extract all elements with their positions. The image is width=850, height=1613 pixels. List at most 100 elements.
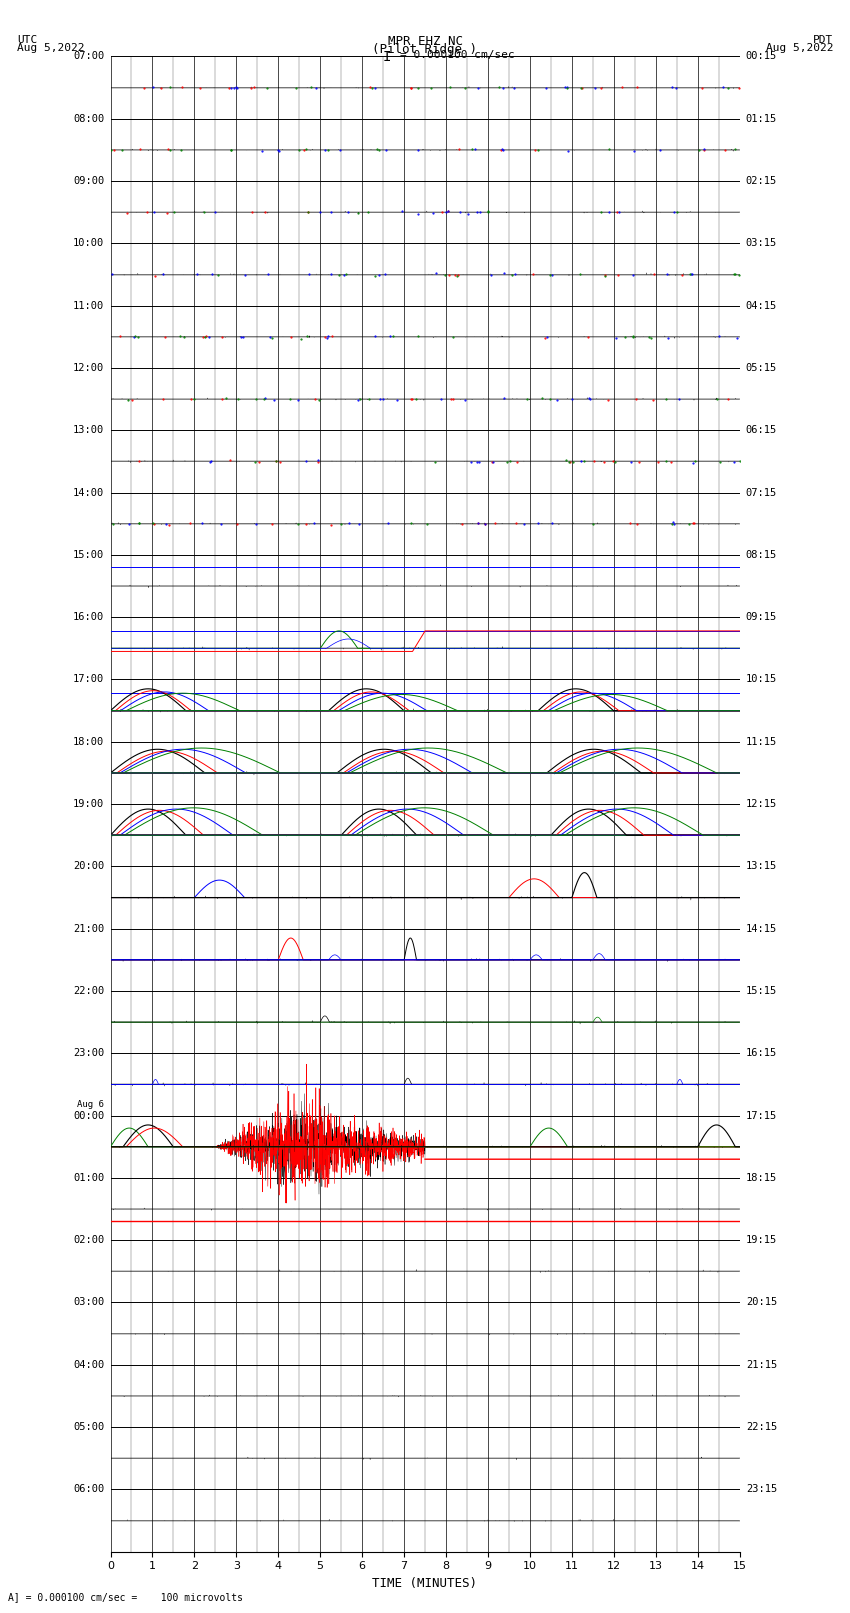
Text: 19:00: 19:00 — [73, 798, 105, 810]
Point — [426, 200, 439, 226]
Point — [626, 324, 639, 350]
Point — [114, 323, 128, 348]
Point — [383, 323, 397, 348]
Point — [610, 200, 624, 226]
Text: 03:15: 03:15 — [745, 239, 777, 248]
Point — [559, 447, 573, 473]
Point — [692, 137, 706, 163]
Point — [478, 511, 491, 537]
Point — [562, 139, 575, 165]
Point — [448, 261, 462, 287]
Point — [444, 386, 457, 411]
Text: 13:00: 13:00 — [73, 426, 105, 436]
Point — [543, 387, 557, 413]
Point — [429, 261, 443, 287]
Point — [261, 261, 275, 287]
Point — [140, 198, 154, 224]
Point — [215, 324, 229, 350]
Point — [128, 324, 141, 350]
Point — [631, 74, 644, 100]
Point — [587, 448, 601, 474]
Point — [122, 511, 135, 537]
Point — [607, 448, 620, 474]
Text: 15:15: 15:15 — [745, 986, 777, 995]
Point — [292, 387, 305, 413]
Point — [551, 387, 564, 413]
Text: 22:15: 22:15 — [745, 1423, 777, 1432]
Point — [361, 200, 375, 226]
Point — [733, 448, 746, 474]
Point — [439, 198, 453, 224]
Point — [198, 324, 212, 350]
Point — [363, 74, 377, 100]
Point — [583, 387, 597, 413]
Point — [301, 198, 314, 224]
Text: UTC: UTC — [17, 35, 37, 45]
Point — [472, 511, 485, 537]
Point — [224, 74, 238, 100]
Point — [434, 387, 448, 413]
Text: 13:15: 13:15 — [745, 861, 777, 871]
Point — [133, 448, 146, 474]
Point — [247, 74, 261, 100]
Point — [301, 200, 314, 226]
Point — [258, 386, 271, 411]
Point — [717, 74, 730, 100]
Point — [563, 448, 576, 474]
Point — [508, 510, 522, 536]
Text: 08:00: 08:00 — [73, 115, 105, 124]
Point — [574, 74, 587, 100]
Point — [298, 137, 312, 163]
Point — [324, 513, 337, 539]
Point — [471, 448, 484, 474]
Point — [545, 263, 558, 289]
Point — [205, 448, 218, 474]
X-axis label: TIME (MINUTES): TIME (MINUTES) — [372, 1578, 478, 1590]
Point — [496, 261, 510, 287]
Point — [455, 511, 468, 537]
Text: (Pilot Ridge ): (Pilot Ridge ) — [372, 44, 478, 56]
Point — [465, 448, 479, 474]
Point — [297, 137, 310, 163]
Point — [163, 74, 177, 100]
Point — [304, 74, 318, 100]
Point — [558, 74, 572, 100]
Point — [235, 324, 248, 350]
Point — [294, 326, 308, 352]
Text: 12:15: 12:15 — [745, 798, 777, 810]
Text: 05:15: 05:15 — [745, 363, 777, 373]
Point — [105, 261, 118, 287]
Point — [506, 261, 519, 287]
Point — [728, 137, 741, 163]
Point — [632, 448, 646, 474]
Point — [611, 261, 625, 287]
Point — [228, 74, 241, 100]
Point — [405, 386, 418, 411]
Point — [666, 511, 679, 537]
Point — [264, 324, 277, 350]
Point — [601, 387, 615, 413]
Point — [184, 510, 197, 536]
Point — [269, 448, 283, 474]
Point — [507, 261, 521, 287]
Point — [311, 450, 325, 476]
Point — [174, 137, 188, 163]
Point — [177, 324, 190, 350]
Point — [196, 324, 210, 350]
Point — [732, 261, 745, 287]
Point — [121, 387, 134, 413]
Text: 10:15: 10:15 — [745, 674, 777, 684]
Text: 06:00: 06:00 — [73, 1484, 105, 1494]
Point — [116, 137, 129, 163]
Point — [446, 324, 460, 350]
Text: 22:00: 22:00 — [73, 986, 105, 995]
Point — [292, 137, 306, 163]
Point — [588, 76, 602, 102]
Point — [642, 324, 655, 350]
Point — [481, 198, 495, 224]
Point — [698, 135, 711, 161]
Point — [133, 137, 147, 163]
Point — [465, 137, 479, 163]
Point — [162, 511, 176, 537]
Point — [125, 387, 139, 413]
